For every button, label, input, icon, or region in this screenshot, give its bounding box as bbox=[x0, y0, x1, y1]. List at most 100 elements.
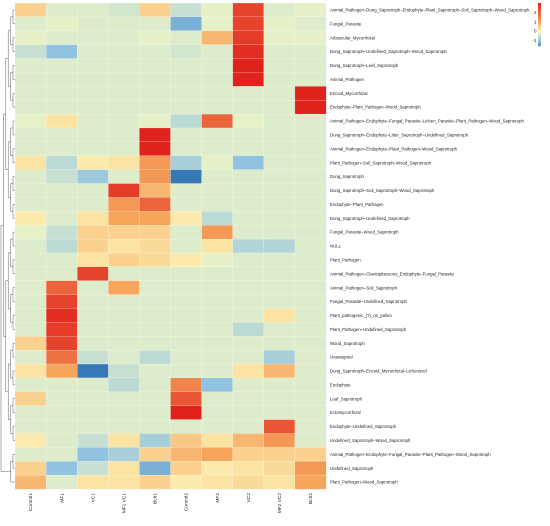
heatmap-cell bbox=[45, 419, 78, 434]
heatmap-cell bbox=[170, 72, 203, 87]
heatmap-cell bbox=[45, 391, 78, 407]
heatmap-cell bbox=[77, 44, 109, 59]
heatmap-cell bbox=[170, 322, 203, 337]
heatmap-cell bbox=[170, 433, 203, 448]
heatmap-cell bbox=[263, 225, 296, 240]
heatmap-cell bbox=[170, 30, 203, 46]
heatmap-cell bbox=[77, 30, 109, 46]
heatmap-cell bbox=[201, 100, 234, 115]
legend-swatch bbox=[538, 6, 541, 8]
heatmap-cell bbox=[170, 16, 203, 32]
heatmap-cell bbox=[201, 266, 234, 282]
heatmap-cell bbox=[232, 183, 265, 198]
heatmap-cell bbox=[263, 183, 296, 198]
column-label: MF1 bbox=[59, 493, 65, 503]
heatmap-cell bbox=[45, 58, 78, 73]
heatmap-cell bbox=[108, 127, 140, 143]
heatmap-cell bbox=[294, 266, 327, 282]
heatmap-cell bbox=[294, 280, 327, 296]
heatmap-cell bbox=[14, 433, 47, 448]
heatmap-cell bbox=[232, 30, 265, 46]
heatmap-cell bbox=[139, 433, 171, 448]
heatmap-cell bbox=[14, 308, 47, 323]
legend-swatch bbox=[538, 29, 541, 32]
row-label: Endophyte–Plant_Pathogen–Wood_Saprotroph bbox=[330, 105, 421, 110]
column-label: Bch1 bbox=[153, 493, 159, 504]
heatmap-cell bbox=[263, 419, 296, 434]
heatmap-cell bbox=[77, 211, 109, 226]
row-label: Endophyte bbox=[330, 382, 351, 387]
heatmap-cell bbox=[294, 322, 327, 337]
row-label: Dung_Saprotroph bbox=[330, 174, 365, 179]
heatmap-cell bbox=[14, 294, 47, 309]
heatmap-cell bbox=[108, 433, 140, 448]
heatmap-cell bbox=[14, 127, 47, 143]
legend-swatch bbox=[538, 43, 541, 46]
heatmap-cell bbox=[201, 433, 234, 448]
row-label: Plant_Pathogen–Undefined_Saprotroph bbox=[330, 327, 407, 332]
heatmap-cell bbox=[77, 225, 109, 240]
row-label: Dung_Saprotroph–Ericoid_Mycorrhizal–Lich… bbox=[330, 369, 427, 374]
heatmap-cell bbox=[45, 461, 78, 476]
heatmap-cell bbox=[108, 30, 140, 46]
heatmap-cell bbox=[77, 2, 109, 18]
row-label: Endophyte–Undefined_Saprotroph bbox=[330, 424, 397, 429]
heatmap-cell bbox=[294, 308, 327, 323]
legend-swatch bbox=[538, 22, 541, 24]
heatmap-cell bbox=[263, 433, 296, 448]
heatmap-cell bbox=[108, 100, 140, 115]
heatmap-cell bbox=[45, 363, 78, 379]
heatmap-cell bbox=[139, 100, 171, 115]
heatmap-cell bbox=[201, 2, 234, 18]
heatmap-cell bbox=[263, 169, 296, 184]
heatmap-cell bbox=[45, 266, 78, 282]
heatmap-cell bbox=[14, 44, 47, 59]
heatmap-cell bbox=[294, 238, 327, 254]
legend-swatch bbox=[538, 4, 541, 6]
heatmap-cell bbox=[14, 391, 47, 407]
heatmap-cell bbox=[139, 127, 171, 143]
heatmap-cell bbox=[263, 113, 296, 129]
legend-swatch bbox=[538, 26, 541, 29]
heatmap-cell bbox=[201, 155, 234, 171]
legend-swatch bbox=[538, 30, 541, 33]
heatmap-cell bbox=[232, 363, 265, 379]
row-label: Animal_Pathogen–Endophyte–Fungal_Parasit… bbox=[330, 452, 491, 457]
legend-swatch bbox=[538, 18, 541, 20]
heatmap-cell bbox=[14, 363, 47, 379]
row-label: Animal_Pathogen–Endophyte–Fungal_Parasit… bbox=[330, 119, 525, 124]
heatmap-cell bbox=[139, 113, 171, 129]
row-label: Animal_Pathogen–Dung_Saprotroph–Endophyt… bbox=[330, 8, 530, 13]
heatmap-cell bbox=[139, 266, 171, 282]
heatmap-cell bbox=[232, 252, 265, 268]
heatmap-cell bbox=[14, 350, 47, 365]
row-label: Undefined_Saprotroph bbox=[330, 466, 374, 471]
heatmap-cell bbox=[108, 44, 140, 59]
heatmap-cell bbox=[201, 280, 234, 296]
heatmap-cell bbox=[45, 405, 78, 421]
row-label: Fungal_Parasite bbox=[330, 21, 362, 26]
heatmap-cell bbox=[263, 155, 296, 171]
heatmap-cell bbox=[232, 141, 265, 157]
heatmap-cell bbox=[294, 447, 327, 462]
row-dendrogram bbox=[0, 9, 15, 483]
heatmap-cell bbox=[170, 211, 203, 226]
heatmap-cell bbox=[139, 405, 171, 421]
heatmap-cell bbox=[45, 252, 78, 268]
heatmap-cell bbox=[45, 322, 78, 337]
heatmap-cell bbox=[14, 336, 47, 351]
heatmap-cell bbox=[108, 141, 140, 157]
row-label: Arbuscular_Mycorrhizal bbox=[330, 35, 375, 40]
heatmap-cell bbox=[294, 225, 327, 240]
heatmap-cell bbox=[294, 197, 327, 212]
heatmap-cell bbox=[108, 419, 140, 434]
heatmap-cell bbox=[77, 363, 109, 379]
heatmap-cell bbox=[45, 350, 78, 365]
heatmap-cell bbox=[263, 377, 296, 393]
heatmap-cell bbox=[170, 280, 203, 296]
heatmap-cell bbox=[108, 183, 140, 198]
heatmap-cell bbox=[170, 336, 203, 351]
heatmap-cell bbox=[45, 280, 78, 296]
heatmap-cell bbox=[14, 225, 47, 240]
heatmap-cell bbox=[14, 30, 47, 46]
